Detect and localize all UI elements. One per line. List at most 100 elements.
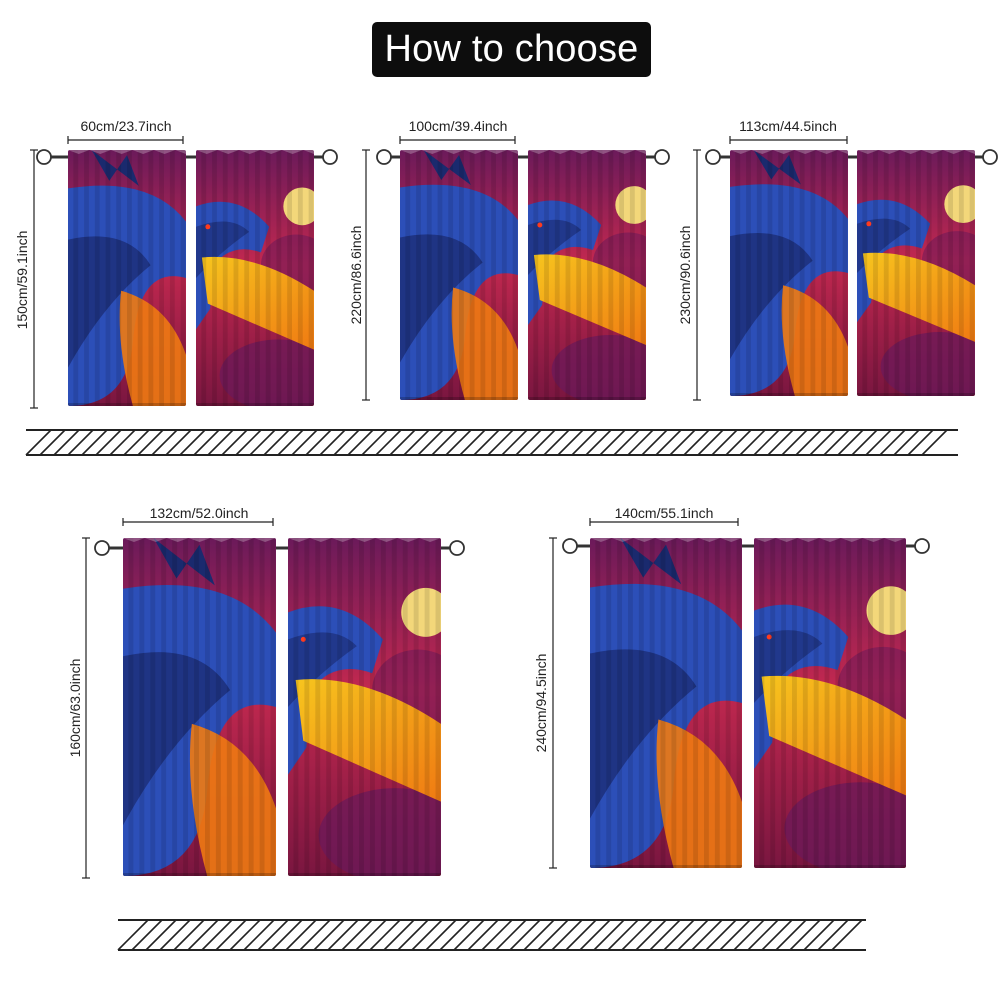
hatch-stroke [663,919,695,951]
hatch-stroke [565,919,597,951]
hatch-stroke [453,919,485,951]
hatch-stroke [831,919,863,951]
hatch-stroke [187,919,219,951]
hatch-stroke [263,429,290,456]
curtain-pair-4-graphic [82,518,465,879]
hatch-stroke [823,429,850,456]
hatch-stroke [719,919,751,951]
hatch-stroke [851,429,878,456]
width-label-2: 100cm/39.4inch [408,118,508,134]
curtain-panel-right [857,150,975,396]
hatch-stroke [571,429,598,456]
floor-hatch-top [25,429,958,456]
curtain-set-4: 132cm/52.0inch 160cm/63.0inch [0,480,1000,900]
hatch-stroke [355,919,387,951]
hatch-stroke [291,429,318,456]
hatch-stroke [117,919,149,951]
hatch-stroke [683,429,710,456]
hatch-stroke [473,429,500,456]
hatch-stroke [235,429,262,456]
width-label-4: 132cm/52.0inch [149,505,249,521]
hatch-stroke [607,919,639,951]
hatch-stroke [347,429,374,456]
hatch-stroke [725,429,752,456]
rod-finial-left [376,149,392,165]
hatch-stroke [109,429,136,456]
height-label-3: 230cm/90.6inch [677,225,693,325]
hatch-stroke [383,919,415,951]
floor-hatch-bottom [117,919,866,951]
hatch-stroke [509,919,541,951]
hatch-stroke [221,429,248,456]
hatch-stroke [487,429,514,456]
curtain-panel-right [528,150,646,400]
rod-finial-left [705,149,721,165]
hatch-stroke [431,429,458,456]
hatch-stroke [621,919,653,951]
curtain-set-2: 100cm/39.4inch 220cm/86.6inch [0,0,1000,420]
hatch-stroke [159,919,191,951]
hatch-stroke [599,429,626,456]
hatch-stroke [711,429,738,456]
hatch-stroke [481,919,513,951]
hatch-stroke [425,919,457,951]
hatch-stroke [389,429,416,456]
hatch-stroke [67,429,94,456]
curtain-panel-left [730,150,848,396]
hatch-stroke [515,429,542,456]
hatch-stroke [333,429,360,456]
hatch-stroke [767,429,794,456]
rod-finial-left [562,538,578,554]
rod-finial-left [36,149,52,165]
curtain-pair-2-graphic [362,136,670,401]
hatch-stroke [165,429,192,456]
hatch-stroke [25,429,52,456]
curtain-panel-right [754,538,906,868]
hatch-stroke [375,429,402,456]
hatch-stroke [817,919,849,951]
hatch-stroke [285,919,317,951]
hatch-stroke [131,919,163,951]
hatch-stroke [361,429,388,456]
hatch-stroke [123,429,150,456]
hatch-stroke [753,429,780,456]
hatch-stroke [677,919,709,951]
hatch-stroke [439,919,471,951]
hatch-stroke [537,919,569,951]
curtain-pair-5-graphic [549,518,930,869]
hatch-stroke [579,919,611,951]
hatch-stroke [397,919,429,951]
hatch-stroke [691,919,723,951]
height-label-5: 240cm/94.5inch [533,653,549,753]
hatch-stroke [299,919,331,951]
curtain-set-1: 60cm/23.7inch 150cm/59.1inch [0,0,1000,420]
hatch-stroke [865,429,892,456]
hatch-stroke [789,919,821,951]
rod-finial-right [654,149,670,165]
hatch-stroke [249,429,276,456]
hatch-stroke [585,429,612,456]
curtain-set-5: 140cm/55.1inch 240cm/94.5inch [0,480,1000,900]
hatch-stroke [551,919,583,951]
hatch-stroke [369,919,401,951]
hatch-stroke [313,919,345,951]
hatch-stroke [921,429,948,456]
width-label-5: 140cm/55.1inch [614,505,714,521]
curtain-panel-left [68,150,186,406]
hatch-stroke [229,919,261,951]
curtain-panel-right [196,150,314,406]
curtain-panel-left [123,538,276,876]
page-title: How to choose [384,28,639,70]
hatch-stroke [403,429,430,456]
hatch-stroke [655,429,682,456]
hatch-stroke [179,429,206,456]
hatch-stroke [761,919,793,951]
hatch-stroke [803,919,835,951]
hatch-stroke [341,919,373,951]
hatch-stroke [173,919,205,951]
width-label-3: 113cm/44.5inch [739,118,837,134]
hatch-stroke [635,919,667,951]
width-label-1: 60cm/23.7inch [80,118,172,134]
hatch-stroke [649,919,681,951]
hatch-stroke [795,429,822,456]
